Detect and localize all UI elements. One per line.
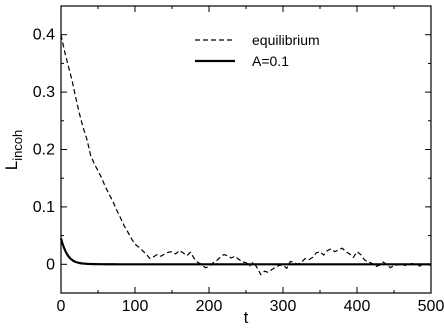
- y-tick-label: 0.3: [33, 84, 55, 101]
- y-tick-group: 0 0.1 0.2 0.3 0.4: [33, 5, 431, 294]
- legend-label-equilibrium: equilibrium: [252, 32, 320, 48]
- x-tick-label: 100: [122, 298, 149, 315]
- x-tick-label: 400: [344, 298, 371, 315]
- y-axis-label-main: L: [2, 161, 21, 170]
- y-tick-label: 0.2: [33, 142, 55, 159]
- y-axis-label: Lincoh: [2, 130, 25, 171]
- plot-frame: [60, 5, 432, 294]
- x-axis-label: t: [244, 308, 249, 327]
- series-line-a01: [59, 238, 431, 266]
- legend-label-a01: A=0.1: [252, 53, 289, 69]
- series-group: [59, 34, 432, 276]
- x-tick-label: 500: [418, 298, 444, 315]
- y-axis-label-group: Lincoh: [2, 130, 25, 171]
- series-line-equilibrium: [60, 34, 432, 276]
- y-tick-label: 0.4: [33, 27, 55, 44]
- legend: equilibrium A=0.1: [195, 32, 320, 69]
- x-tick-group: 0 100 200 300 400 500: [57, 6, 444, 315]
- x-tick-label: 0: [57, 298, 66, 315]
- y-axis-label-sub: incoh: [10, 130, 25, 161]
- x-tick-label: 300: [270, 298, 297, 315]
- y-tick-label: 0.1: [33, 199, 55, 216]
- y-tick-label: 0: [46, 256, 55, 273]
- x-tick-label: 200: [196, 298, 223, 315]
